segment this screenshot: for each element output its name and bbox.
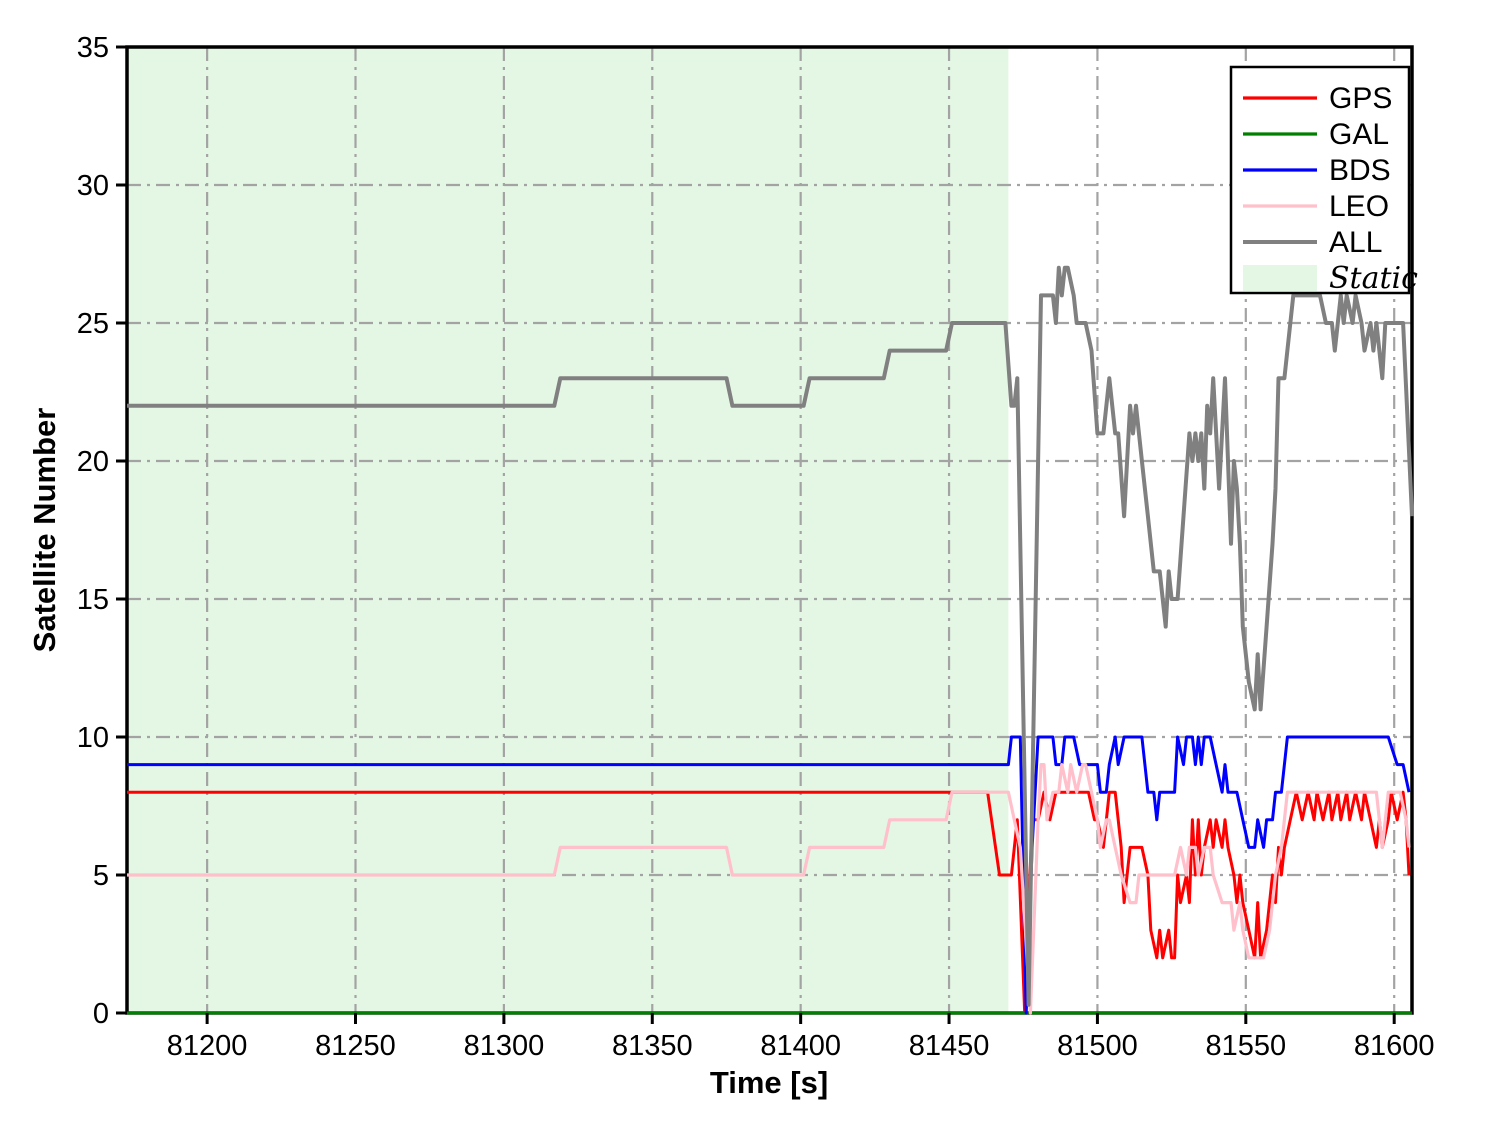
static-region-band [127, 47, 1009, 1013]
legend-label-static: Static [1329, 261, 1418, 296]
x-axis-title: Time [s] [710, 1065, 828, 1100]
y-tick-label: 5 [93, 860, 109, 892]
x-tick-label: 81250 [315, 1030, 396, 1062]
legend-label-gal: GAL [1329, 118, 1389, 151]
y-tick-label: 25 [77, 308, 109, 340]
x-tick-label: 81350 [612, 1030, 693, 1062]
legend-label-leo: LEO [1329, 190, 1389, 223]
x-tick-label: 81500 [1057, 1030, 1138, 1062]
legend-label-gps: GPS [1329, 82, 1392, 115]
x-tick-label: 81300 [464, 1030, 545, 1062]
x-tick-label: 81200 [167, 1030, 248, 1062]
x-tick-label: 81550 [1205, 1030, 1286, 1062]
y-tick-label: 15 [77, 584, 109, 616]
legend-label-bds: BDS [1329, 154, 1391, 187]
y-tick-label: 0 [93, 998, 109, 1030]
legend-box [1229, 65, 1411, 295]
y-tick-label: 35 [77, 32, 109, 64]
y-tick-label: 10 [77, 722, 109, 754]
y-tick-label: 30 [77, 170, 109, 202]
series-line-all [127, 265, 1414, 1007]
series-line-leo [127, 762, 1411, 1015]
legend-label-all: ALL [1329, 226, 1382, 259]
x-tick-label: 81450 [909, 1030, 990, 1062]
legend-swatch-static [1243, 265, 1317, 291]
y-tick-label: 20 [77, 446, 109, 478]
y-axis-title: Satellite Number [27, 408, 62, 653]
x-tick-label: 81600 [1354, 1030, 1435, 1062]
x-tick-label: 81400 [760, 1030, 841, 1062]
